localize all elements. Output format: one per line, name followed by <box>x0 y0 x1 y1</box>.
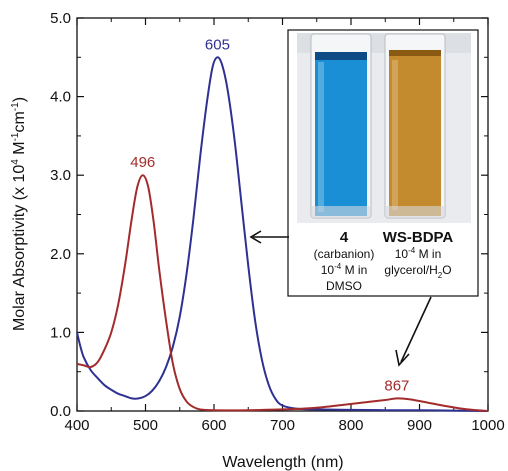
series-line-1 <box>76 174 489 412</box>
x-tick-labels: 400 500 600 700 800 900 1000 <box>64 417 504 434</box>
left-sample-type: (carbanion) <box>314 247 375 261</box>
series-line-0 <box>76 56 489 412</box>
right-sample-title: WS-BDPA <box>383 229 454 246</box>
x-tick-label: 900 <box>407 417 432 434</box>
series-layer <box>76 56 489 412</box>
right-sample-solvent: glycerol/H2O <box>384 263 451 280</box>
right-vial <box>384 33 446 219</box>
y-tick-label: 4.0 <box>50 89 71 106</box>
x-tick-label: 700 <box>270 417 295 434</box>
y-tick-labels: 0.0 1.0 2.0 3.0 4.0 5.0 <box>50 10 71 420</box>
y-tick-label: 0.0 <box>50 403 71 420</box>
peak-label: 605 <box>205 36 230 53</box>
x-tick-label: 800 <box>338 417 363 434</box>
x-tick-label: 600 <box>201 417 226 434</box>
y-tick-label: 1.0 <box>50 324 71 341</box>
y-tick-label: 3.0 <box>50 167 71 184</box>
peak-label: 496 <box>130 154 155 171</box>
y-tick-label: 5.0 <box>50 10 71 27</box>
inset-box: 4 (carbanion) 10-4 M in DMSO WS-BDPA 10-… <box>287 29 479 297</box>
arrow-to-blue-curve <box>249 230 289 244</box>
left-sample-solvent: DMSO <box>326 279 362 293</box>
x-tick-label: 500 <box>133 417 158 434</box>
x-tick-label: 400 <box>64 417 89 434</box>
arrow-to-red-curve <box>395 296 432 367</box>
left-vial <box>310 33 372 219</box>
left-sample-conc: 10-4 M in <box>321 262 368 277</box>
y-axis-title: Molar Absorptivity (x 104 M-1cm-1) <box>10 97 28 331</box>
peak-label: 867 <box>384 377 409 394</box>
x-tick-label: 1000 <box>471 417 504 434</box>
left-sample-title: 4 <box>340 229 349 246</box>
right-sample-conc: 10-4 M in <box>395 246 442 261</box>
x-axis-title: Wavelength (nm) <box>222 454 343 471</box>
peak-annotations: 605 496 867 <box>130 36 409 394</box>
pointer-arrows <box>249 230 432 367</box>
y-tick-label: 2.0 <box>50 246 71 263</box>
